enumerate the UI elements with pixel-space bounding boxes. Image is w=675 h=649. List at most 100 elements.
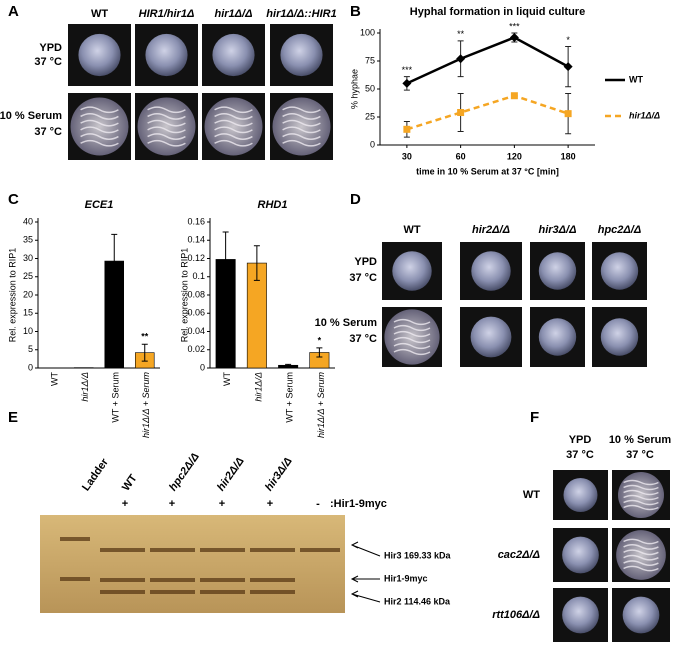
- gel-band: [250, 578, 295, 582]
- wrinkle: [393, 330, 431, 338]
- point: [510, 92, 518, 100]
- gel-band: [60, 577, 90, 581]
- colony: [563, 478, 598, 512]
- gel-band: [100, 578, 145, 582]
- x-tick-label: 180: [561, 151, 576, 161]
- wrinkle: [147, 119, 186, 127]
- wrinkle: [80, 139, 119, 147]
- y-tick-label: 0.16: [187, 216, 205, 226]
- gel-band: [300, 548, 340, 552]
- row-label: 10 % Serum: [0, 110, 62, 122]
- band-label: Hir3 169.33 kDa: [384, 550, 452, 560]
- significance: **: [457, 29, 465, 39]
- lane-sign: -: [316, 498, 320, 510]
- gel-band: [150, 590, 195, 594]
- wrinkle: [214, 133, 253, 140]
- error-bar: [253, 245, 260, 281]
- wrinkle: [623, 543, 659, 550]
- significance: *: [318, 335, 322, 345]
- column-header: hir3Δ/Δ: [538, 224, 576, 236]
- row-label: YPD: [354, 256, 377, 268]
- x-tick-label: WT + Serum: [111, 372, 121, 423]
- x-tick-label: 60: [456, 151, 466, 161]
- column-header: HIR1/hir1Δ: [139, 8, 195, 20]
- significance: ***: [509, 21, 520, 31]
- column-header: hpc2Δ/Δ: [598, 224, 642, 236]
- y-tick-label: 0.12: [187, 253, 205, 263]
- point: [509, 32, 519, 42]
- legend-label: hir1Δ/Δ: [629, 110, 660, 120]
- y-tick-label: 0.14: [187, 235, 205, 245]
- x-tick-label: WT: [50, 372, 60, 386]
- column-header: hir2Δ/Δ: [472, 224, 510, 236]
- significance: **: [141, 332, 149, 342]
- error-bar: [222, 231, 229, 288]
- colony: [392, 251, 432, 291]
- wrinkle: [623, 565, 659, 572]
- significance: *: [566, 35, 570, 45]
- colony: [137, 97, 196, 156]
- wrinkle: [623, 489, 659, 496]
- colony: [600, 318, 639, 356]
- lane-label: WT: [120, 472, 140, 493]
- wrinkle: [623, 484, 659, 491]
- y-tick-label: 0.04: [187, 326, 205, 336]
- wrinkle: [393, 318, 431, 326]
- colony: [562, 596, 599, 634]
- gel-band: [60, 537, 90, 541]
- wrinkle: [393, 342, 431, 350]
- wrinkle: [214, 106, 253, 114]
- column-header: WT: [403, 224, 420, 236]
- series-line: [406, 36, 569, 85]
- legend-label: WT: [629, 74, 643, 84]
- point: [563, 62, 573, 72]
- chart-title: ECE1: [85, 199, 114, 211]
- column-header: 10 % Serum: [609, 434, 672, 446]
- panel-label: F: [530, 409, 539, 426]
- y-tick-label: 40: [23, 216, 33, 226]
- colony: [538, 252, 577, 290]
- point: [403, 125, 411, 133]
- wrinkle: [80, 126, 119, 134]
- band-arrow: [350, 590, 381, 603]
- colony: [280, 33, 323, 77]
- y-tick-label: 15: [23, 308, 33, 318]
- wrinkle: [80, 113, 119, 120]
- colony: [78, 33, 121, 77]
- row-label: rtt106Δ/Δ: [492, 609, 540, 621]
- wrinkle: [80, 106, 119, 114]
- band-label: Hir2 114.46 kDa: [384, 596, 451, 606]
- wrinkle: [214, 119, 253, 127]
- y-tick-label: 100: [360, 27, 375, 37]
- row-label: YPD: [39, 42, 62, 54]
- column-header: 37 °C: [626, 449, 654, 461]
- lane-sign: +: [169, 498, 175, 510]
- wrinkle: [147, 106, 186, 114]
- row-label: WT: [523, 489, 540, 501]
- wrinkle: [623, 549, 659, 556]
- colony: [212, 33, 255, 77]
- wrinkle: [623, 499, 659, 506]
- lane-label: hir3Δ/Δ: [263, 455, 295, 493]
- colony: [562, 536, 599, 574]
- x-tick-label: hir1Δ/Δ: [253, 372, 263, 402]
- error-bar: [111, 233, 118, 289]
- wrinkle: [147, 126, 186, 134]
- wrinkle: [214, 113, 253, 120]
- colony: [471, 251, 511, 291]
- panel-label: B: [350, 3, 361, 20]
- gel-band: [200, 578, 245, 582]
- y-tick-label: 30: [23, 253, 33, 263]
- row-label: 37 °C: [349, 333, 377, 345]
- point: [457, 109, 465, 117]
- gel-band: [200, 548, 245, 552]
- point: [402, 78, 412, 88]
- significance: ***: [402, 65, 413, 75]
- series-line: [406, 94, 569, 131]
- y-tick-label: 0: [28, 362, 33, 372]
- y-tick-label: 0: [370, 139, 375, 149]
- y-tick-label: 0.02: [187, 344, 205, 354]
- y-axis-label: Rel. expression to RIP1: [179, 248, 189, 343]
- wrinkle: [623, 494, 659, 501]
